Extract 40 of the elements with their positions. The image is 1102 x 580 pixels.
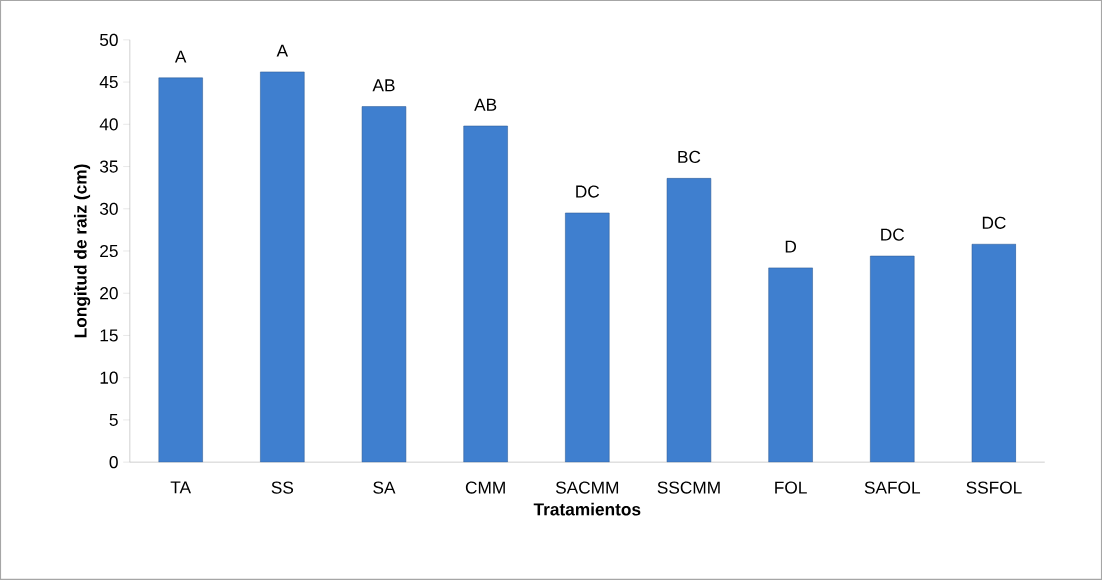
x-tick-label: SSFOL: [966, 481, 1022, 494]
y-tick-label: 10: [100, 371, 118, 384]
bar: [158, 77, 203, 463]
annotation: A: [276, 44, 289, 57]
x-tick-label: SSCMM: [657, 481, 720, 494]
annotation: D: [785, 240, 797, 253]
y-tick-label: 25: [100, 244, 118, 258]
y-tick-label: 35: [99, 160, 118, 173]
bar: [971, 244, 1017, 463]
x-tick-label: SS: [271, 481, 294, 494]
annotation: DC: [881, 228, 905, 241]
bar: [870, 255, 915, 463]
bar: [768, 267, 813, 463]
y-tick-label: 20: [100, 287, 118, 300]
y-tick-label: 5: [109, 413, 118, 426]
annotation: DC: [982, 216, 1006, 229]
y-tick-label: 50: [99, 33, 118, 47]
annotation: BC: [678, 150, 701, 164]
y-axis-title: Longitud de raiz (cm): [73, 164, 91, 338]
bar: [361, 106, 407, 463]
x-tick-label: SACMM: [555, 481, 619, 494]
annotation: AB: [474, 98, 497, 111]
x-tick-label: FOL: [775, 481, 807, 494]
bar: [463, 125, 508, 463]
bar: [260, 71, 305, 463]
x-axis-title: Tratamientos: [533, 502, 641, 516]
bar: [666, 178, 712, 463]
x-tick-label: SAFOL: [864, 481, 921, 494]
x-tick-label: SA: [373, 481, 396, 494]
y-tick-label: 0: [109, 456, 118, 469]
annotation: A: [174, 50, 187, 63]
annotation: DC: [576, 185, 600, 198]
y-tick-label: 40: [99, 118, 118, 131]
y-tick-label: 30: [99, 202, 118, 215]
bar: [565, 212, 610, 463]
y-tick-label: 15: [100, 329, 118, 342]
annotation: AB: [372, 79, 395, 92]
x-tick-label: CMM: [465, 481, 505, 494]
y-tick-label: 45: [99, 76, 118, 89]
x-tick-label: TA: [170, 481, 192, 494]
